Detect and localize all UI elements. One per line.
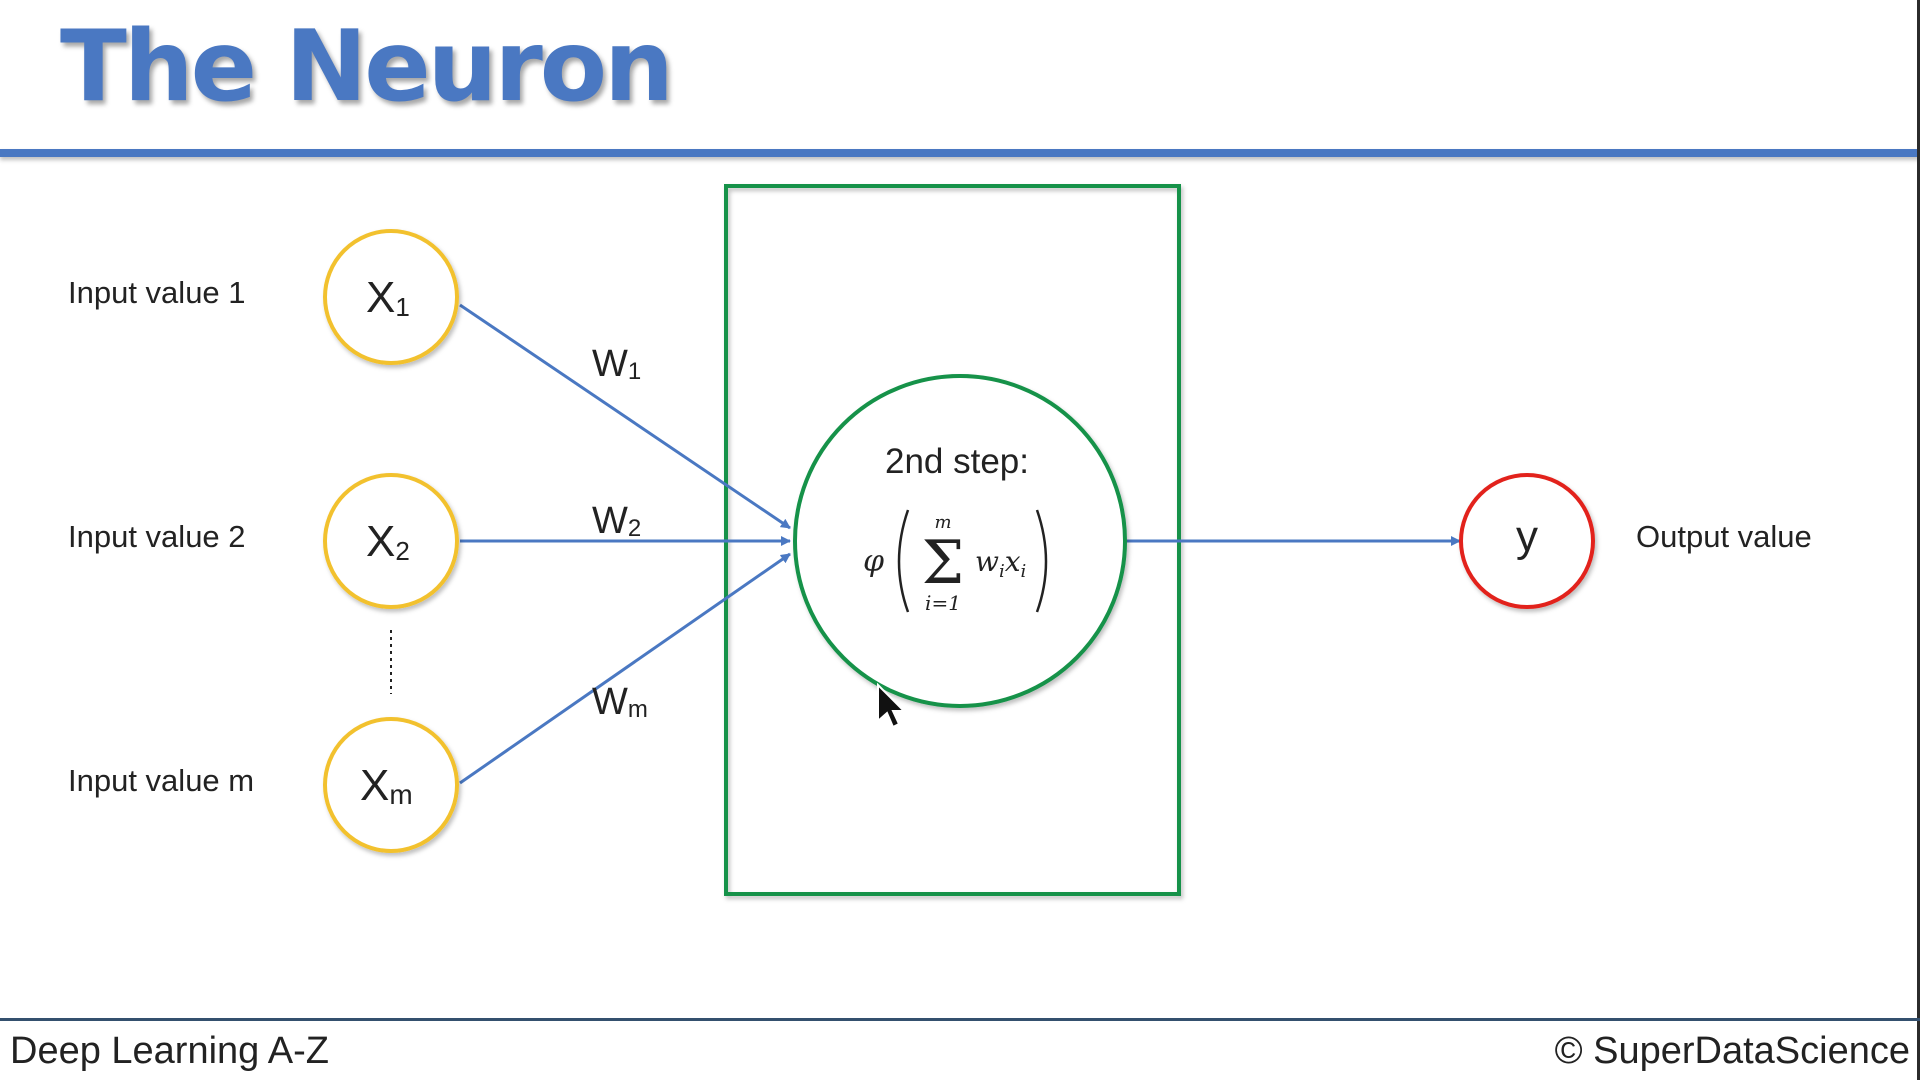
- neuron-node: [793, 374, 1127, 708]
- course-name: Deep Learning A-Z: [10, 1030, 329, 1072]
- input-label-m: Input value m: [68, 763, 254, 798]
- mouse-cursor: [877, 683, 906, 729]
- sum-lower-limit: i=1: [925, 591, 961, 615]
- sum-term: wixi: [975, 545, 1026, 582]
- input-node-2: [323, 473, 459, 609]
- output-node: [1459, 473, 1595, 609]
- input-var-1: X1: [366, 273, 410, 322]
- slide-title: The Neuron: [60, 10, 674, 124]
- weight-label-m: Wm: [592, 681, 648, 723]
- arrow-input-m: [459, 552, 791, 785]
- footer-divider: [0, 1018, 1920, 1021]
- window-edge: [1917, 0, 1920, 1080]
- input-var-2: X2: [366, 517, 410, 566]
- input-label-1: Input value 1: [68, 275, 246, 310]
- weight-label-2: W2: [592, 500, 641, 542]
- right-paren: [1035, 509, 1048, 613]
- output-symbol: y: [1516, 512, 1538, 561]
- sigma-symbol: Σ: [922, 528, 964, 598]
- input-var-m: Xm: [360, 761, 413, 810]
- phi-symbol: φ: [863, 544, 884, 579]
- activation-formula: φ m Σ i=1 wixi: [863, 509, 1048, 615]
- arrow-input-1: [459, 303, 791, 530]
- left-paren: [897, 509, 910, 613]
- input-label-2: Input value 2: [68, 519, 246, 554]
- weight-label-1: W1: [592, 343, 641, 385]
- sum-upper-limit: m: [934, 512, 951, 533]
- output-label: Output value: [1636, 519, 1812, 554]
- input-node-1: [323, 229, 459, 365]
- input-node-m: [323, 717, 459, 853]
- title-divider: [0, 149, 1920, 157]
- neuron-step-label: 2nd step:: [885, 442, 1029, 481]
- copyright: © SuperDataScience: [1554, 1030, 1910, 1072]
